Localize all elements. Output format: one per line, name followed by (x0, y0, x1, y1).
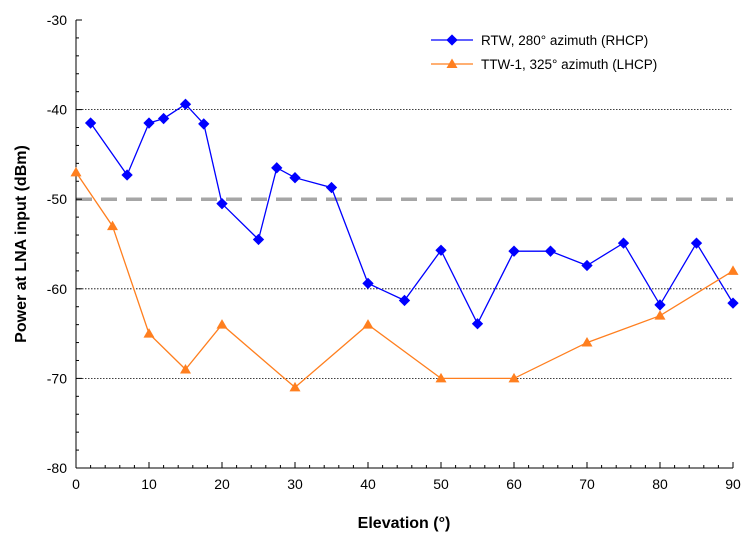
data-point-rtw (581, 259, 593, 272)
series (70, 98, 739, 392)
data-point-ttw (70, 166, 82, 177)
data-point-ttw (581, 337, 593, 347)
data-point-ttw (435, 372, 447, 383)
gridlines (76, 109, 733, 379)
legend: RTW, 280° azimuth (RHCP) TTW-1, 325° azi… (431, 33, 657, 72)
data-point-rtw (690, 237, 703, 249)
x-tick-label: 50 (433, 476, 449, 492)
y-axis-title: Power at LNA input (dBm) (13, 145, 30, 343)
data-point-ttw (654, 310, 666, 320)
x-tick-label: 0 (72, 476, 80, 492)
legend-label-rtw: RTW, 280° azimuth (RHCP) (481, 33, 648, 48)
x-tick-label: 90 (725, 476, 741, 492)
y-tick-label: -60 (47, 281, 67, 297)
data-point-rtw (435, 244, 447, 256)
x-tick-label: 20 (214, 476, 230, 492)
series-line-rtw (90, 103, 734, 326)
data-point-rtw (654, 299, 666, 311)
legend-marker-ttw (446, 58, 458, 68)
data-point-rtw (271, 162, 283, 174)
data-point-rtw (727, 297, 739, 309)
data-point-rtw (471, 318, 484, 330)
x-tick-label: 30 (287, 476, 303, 492)
data-point-rtw (289, 172, 301, 184)
data-point-rtw (84, 117, 97, 129)
data-point-ttw (216, 319, 228, 329)
series-line-ttw (75, 171, 734, 389)
data-point-rtw (544, 245, 557, 257)
data-point-rtw (157, 112, 170, 125)
data-point-ttw (362, 319, 374, 329)
tick-labels: -30 -40 -50 -60 -70 -80 0 10 20 30 40 50 60 70 80 90 (47, 12, 741, 492)
x-tick-label: 60 (506, 476, 522, 492)
data-point-rtw (617, 237, 630, 249)
data-point-ttw (289, 381, 301, 392)
y-tick-label: -70 (47, 370, 67, 386)
x-tick-label: 70 (579, 476, 595, 492)
data-point-ttw (143, 328, 155, 338)
legend-label-ttw: TTW-1, 325° azimuth (LHCP) (481, 57, 657, 72)
x-tick-label: 10 (141, 476, 157, 492)
data-point-rtw (121, 169, 133, 181)
x-tick-label: 40 (360, 476, 376, 492)
data-point-rtw (252, 233, 265, 246)
data-point-rtw (398, 294, 411, 307)
y-tick-label: -40 (47, 102, 67, 118)
data-point-rtw (508, 245, 520, 257)
y-tick-label: -30 (47, 12, 67, 28)
data-point-ttw (508, 372, 520, 383)
legend-marker-rtw (446, 34, 458, 46)
axes (75, 19, 734, 469)
data-point-ttw (107, 220, 118, 231)
x-tick-label: 80 (652, 476, 668, 492)
data-point-ttw (180, 363, 191, 374)
data-point-rtw (325, 181, 338, 194)
data-point-rtw (362, 277, 374, 290)
data-point-ttw (727, 265, 739, 275)
x-axis-title: Elevation (°) (358, 515, 451, 532)
y-tick-label: -50 (47, 191, 67, 207)
y-tick-label: -80 (47, 460, 67, 476)
data-point-rtw (216, 198, 228, 210)
data-point-rtw (143, 117, 155, 129)
